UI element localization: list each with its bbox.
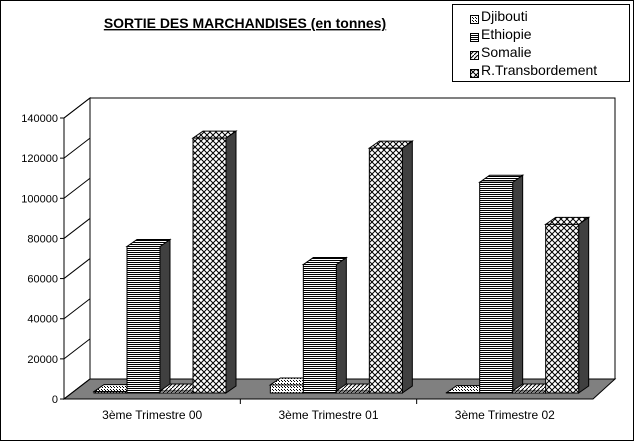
legend-item: R.Transbordement <box>470 62 598 78</box>
side-wall <box>63 96 91 401</box>
x-tick-label: 3ème Trimestre 02 <box>455 408 555 422</box>
legend-swatch <box>470 29 479 42</box>
y-axis: 0 20000 40000 60000 80000 100000 120000 140000 <box>21 97 91 406</box>
y-tick-label: 140000 <box>21 113 58 125</box>
bar <box>544 216 591 394</box>
bar <box>478 174 525 394</box>
bar <box>367 140 414 394</box>
bar-front <box>159 390 194 394</box>
bar <box>191 130 238 394</box>
bar <box>125 238 172 394</box>
bar-front <box>93 391 128 394</box>
bars <box>92 130 591 394</box>
x-axis: 3ème Trimestre 00 3ème Trimestre 01 3ème T… <box>64 398 593 422</box>
legend-label: Ethiopie <box>481 26 532 42</box>
y-tick-label: 40000 <box>27 314 58 326</box>
x-tick-label: 3ème Trimestre 01 <box>278 408 378 422</box>
y-tick-depth <box>63 218 91 239</box>
legend-item: Ethiopie <box>470 26 532 42</box>
y-tick-depth <box>63 378 91 400</box>
y-tick-label: 100000 <box>21 193 58 205</box>
y-tick-label: 80000 <box>27 233 58 245</box>
bar-front <box>192 137 227 394</box>
legend: Djibouti Ethiopie <box>452 4 630 82</box>
legend-label: R.Transbordement <box>481 62 598 78</box>
legend-swatch <box>470 47 479 60</box>
bar-front <box>126 245 161 394</box>
bar-front <box>335 390 370 394</box>
legend-item: Djibouti <box>470 8 528 24</box>
legend-swatch <box>470 65 479 78</box>
bar-front <box>479 181 514 394</box>
legend-label: Djibouti <box>481 8 528 24</box>
legend-swatch <box>470 11 479 24</box>
y-tick-label: 20000 <box>27 354 58 366</box>
y-tick-depth <box>63 97 91 119</box>
bar-side <box>401 140 413 394</box>
y-tick-depth <box>63 338 91 360</box>
bar-side <box>578 216 590 394</box>
y-tick-label: 0 <box>52 394 58 406</box>
bar-front <box>512 390 547 394</box>
chart-title: SORTIE DES MARCHANDISES (en tonnes) <box>104 15 386 31</box>
x-tick-label: 3ème Trimestre 00 <box>102 408 202 422</box>
bar <box>301 256 348 394</box>
legend-label: Somalie <box>481 44 532 60</box>
y-tick-depth <box>63 258 91 279</box>
bar-front <box>545 223 580 394</box>
bar-side <box>335 256 347 394</box>
y-tick-label: 120000 <box>21 153 58 165</box>
bar-side <box>225 130 237 394</box>
y-tick-label: 60000 <box>27 274 58 286</box>
bar-side <box>159 238 171 394</box>
bar-front <box>269 384 304 394</box>
bar-side <box>512 174 524 394</box>
y-tick-depth <box>63 298 91 320</box>
bar-front <box>302 264 337 394</box>
y-tick-depth <box>63 177 91 199</box>
legend-item: Somalie <box>470 44 532 60</box>
y-tick-depth <box>63 137 91 159</box>
bar-front <box>368 147 403 394</box>
